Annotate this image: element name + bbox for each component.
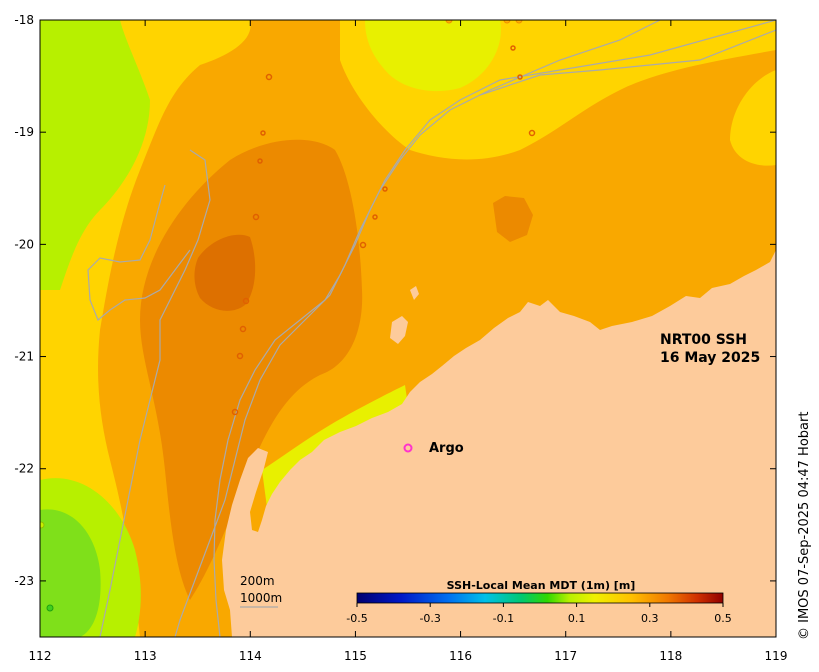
colorbar-tick-label: 0.1 xyxy=(568,612,586,625)
observation-markers xyxy=(231,45,536,416)
colorbar-tick-label: 0.5 xyxy=(714,612,732,625)
y-tick-label: -19 xyxy=(14,125,34,139)
barrow-island xyxy=(390,316,408,344)
map-frame xyxy=(39,19,777,638)
y-tick-label: -22 xyxy=(14,462,34,476)
colorbar-gradient xyxy=(356,592,724,604)
argo-marker xyxy=(403,443,413,453)
ssh-contour-lightgreen-west xyxy=(40,20,150,290)
product-date: 16 May 2025 xyxy=(660,350,760,366)
observation-marker-southwest xyxy=(46,604,54,612)
x-tick-label: 113 xyxy=(134,649,157,663)
isobath-plateau xyxy=(87,184,191,321)
isobath-label-200m: 200m xyxy=(240,574,275,588)
ssh-contour-green-sw xyxy=(40,509,101,637)
y-tick-label: -23 xyxy=(14,574,34,588)
ssh-contour-orange-east-patch xyxy=(493,196,533,242)
map-plot-area xyxy=(40,20,776,637)
x-tick-label: 116 xyxy=(449,649,472,663)
product-title: NRT00 SSH xyxy=(660,332,747,348)
observation-markers-top xyxy=(445,20,523,24)
y-tick-label: -20 xyxy=(14,237,34,251)
x-tick-label: 117 xyxy=(554,649,577,663)
y-axis: -18 -19 -20 -21 -22 -23 xyxy=(14,13,776,588)
colorbar-tick-label: 0.3 xyxy=(641,612,659,625)
colorbar-tick-label: -0.1 xyxy=(493,612,514,625)
x-tick-label: 112 xyxy=(29,649,52,663)
colorbar-tick-label: -0.5 xyxy=(346,612,367,625)
colorbar-title: SSH-Local Mean MDT (1m) [m] xyxy=(447,579,636,592)
isobath-label-1000m: 1000m xyxy=(240,591,282,605)
isobath-200m xyxy=(213,20,776,637)
observation-marker-west xyxy=(40,521,45,529)
x-tick-label: 118 xyxy=(659,649,682,663)
ssh-contour-darkorange-core xyxy=(194,234,256,311)
small-island xyxy=(410,286,419,300)
y-tick-label: -18 xyxy=(14,13,34,27)
copyright-notice: © IMOS 07-Sep-2025 04:47 Hobart xyxy=(797,412,812,640)
x-axis: 112 113 114 115 116 117 118 119 xyxy=(29,20,788,663)
x-tick-label: 115 xyxy=(344,649,367,663)
land-mass xyxy=(222,250,776,637)
argo-label: Argo xyxy=(429,441,464,456)
ssh-contour-yellow-east xyxy=(730,70,776,166)
isobath-deep-west xyxy=(99,149,211,637)
colorbar-ticks: -0.5 -0.3 -0.1 0.1 0.3 0.5 xyxy=(346,603,732,625)
ssh-contour-lightyellow-north xyxy=(365,20,501,92)
ssh-contour-orange-core xyxy=(140,139,363,600)
isobath-shelf xyxy=(479,29,776,96)
x-tick-label: 114 xyxy=(239,649,262,663)
isobath-1000m xyxy=(174,20,661,637)
colorbar: SSH-Local Mean MDT (1m) [m] -0.5 -0.3 -0.1… xyxy=(346,578,732,625)
colorbar-tick-label: -0.3 xyxy=(419,612,440,625)
y-tick-label: -21 xyxy=(14,350,34,364)
x-tick-label: 119 xyxy=(765,649,788,663)
